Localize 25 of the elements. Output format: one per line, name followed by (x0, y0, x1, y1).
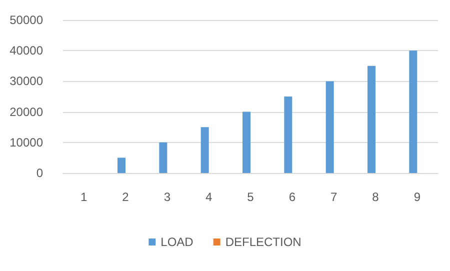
x-tick-label: 1 (80, 190, 88, 204)
y-tick-label: 40000 (10, 44, 44, 58)
x-tick-label: 2 (122, 190, 130, 204)
bar (368, 66, 376, 173)
x-tick-label: 5 (247, 190, 254, 204)
y-tick-label: 20000 (10, 104, 44, 119)
y-tick-label: 30000 (10, 74, 44, 88)
y-tick-label: 0 (36, 166, 44, 180)
x-tick-label: 8 (372, 190, 380, 204)
legend-label: LOAD (160, 235, 194, 249)
x-tick-label: 4 (205, 190, 212, 204)
bar (409, 50, 418, 173)
x-tick-label: 9 (414, 190, 421, 204)
bar (284, 96, 292, 173)
x-tick-label: 3 (164, 190, 171, 204)
bar (242, 112, 250, 173)
bar (118, 158, 126, 173)
y-tick-label: 50000 (10, 13, 44, 27)
bar (200, 127, 209, 173)
y-tick-label: 10000 (10, 135, 44, 150)
legend-label: DEFLECTION (225, 235, 302, 249)
bar (159, 142, 168, 173)
bar (326, 81, 334, 173)
x-tick-label: 7 (330, 190, 338, 204)
x-tick-label: 6 (288, 190, 296, 204)
